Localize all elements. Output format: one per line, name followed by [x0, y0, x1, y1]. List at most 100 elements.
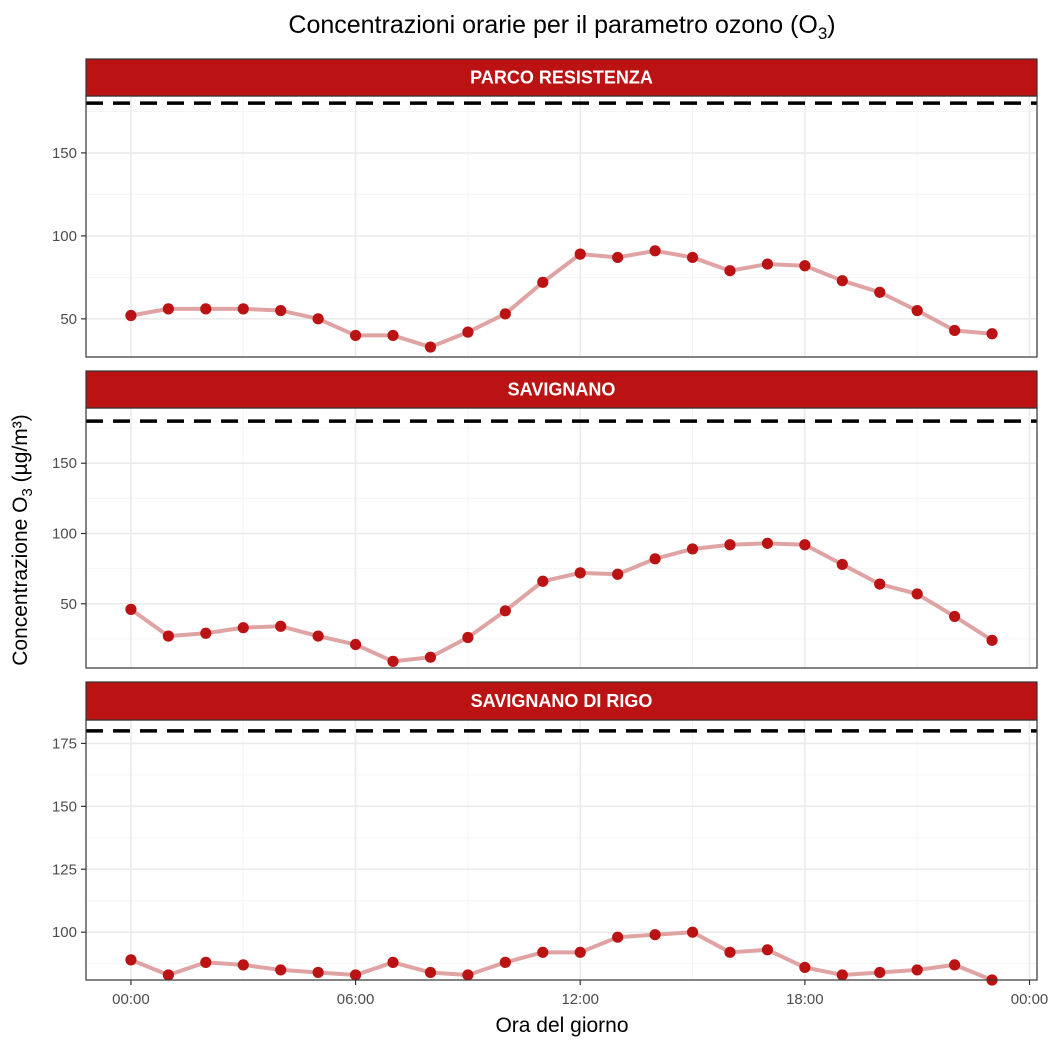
data-point [537, 276, 549, 288]
data-point [836, 969, 848, 981]
data-point [686, 926, 699, 938]
facet-panel: 50 100 150 SAVIGNANO [52, 370, 1038, 669]
data-point [949, 324, 961, 337]
facet-panel: 100 125 150 175 SAVIGNANO DI RIGO 00:00 06:00 1… [52, 681, 1049, 1008]
y-tick-label: 50 [60, 311, 77, 328]
data-point [200, 627, 212, 639]
data-point [462, 631, 474, 644]
data-point [874, 578, 886, 590]
facet-strip [85, 370, 1038, 409]
y-tick-label: 50 [60, 596, 77, 613]
y-axis-label-end: (µg/m³) [9, 414, 32, 488]
data-point [125, 954, 137, 966]
data-point [387, 956, 399, 968]
data-point [761, 944, 774, 956]
data-point [799, 260, 811, 272]
facet-panel: 50 100 150 PARCO RESISTENZA [52, 58, 1038, 358]
y-tick-label: 100 [52, 526, 77, 543]
data-point [349, 638, 362, 651]
data-point [424, 341, 437, 353]
y-tick-label: 175 [52, 735, 77, 752]
panel-background [86, 96, 1037, 357]
x-tick-label: 06:00 [337, 991, 375, 1008]
data-point [724, 265, 736, 277]
data-point [387, 655, 399, 667]
data-point [200, 303, 212, 315]
data-point [462, 326, 474, 338]
series-line [128, 541, 995, 664]
data-point [237, 303, 249, 315]
y-tick-label: 150 [52, 145, 77, 162]
data-point [949, 959, 961, 971]
data-point [499, 956, 511, 968]
y-axis-label-main: Concentrazione O [9, 497, 32, 666]
y-tick-label: 100 [52, 924, 77, 941]
data-point [312, 966, 324, 979]
data-point [349, 969, 362, 981]
chart-title-subscript: 3 [818, 24, 827, 43]
data-point [424, 966, 437, 979]
data-point [312, 630, 324, 642]
data-point [162, 303, 174, 315]
data-point [312, 313, 324, 325]
data-point [574, 248, 586, 260]
data-point [125, 603, 137, 615]
chart-title-end: ) [827, 11, 835, 39]
data-point [986, 634, 998, 646]
data-point [911, 304, 923, 317]
data-point [162, 969, 174, 981]
y-tick-label: 150 [52, 455, 77, 472]
data-point [686, 543, 699, 555]
facet-strip-label: SAVIGNANO [508, 380, 616, 400]
data-point [574, 567, 586, 579]
data-point [574, 946, 586, 958]
facet-panels: 50 100 150 PARCO RESISTENZA 50 100 150 SAVIGNAN… [52, 58, 1049, 1008]
data-point [761, 537, 774, 549]
data-point [612, 568, 624, 580]
data-point [499, 605, 511, 617]
facet-strip-label: SAVIGNANO DI RIGO [471, 691, 653, 711]
data-point [799, 961, 811, 974]
y-axis-label: Concentrazione O3 (µg/m³) [9, 414, 36, 666]
data-point [275, 620, 287, 632]
data-point [649, 553, 661, 565]
y-tick-label: 100 [52, 228, 77, 245]
data-point [612, 931, 624, 943]
panel-background [86, 720, 1037, 980]
data-point [874, 286, 886, 298]
facet-strip [85, 681, 1038, 721]
data-point [724, 539, 736, 551]
data-point [724, 946, 736, 958]
data-point [537, 575, 549, 587]
data-point [799, 539, 811, 551]
facet-strip-label: PARCO RESISTENZA [470, 68, 653, 88]
data-point [836, 275, 848, 287]
y-tick-label: 150 [52, 798, 77, 815]
series-line [128, 930, 995, 982]
data-point [125, 309, 137, 322]
facet-strip [85, 58, 1038, 97]
data-point [200, 956, 212, 968]
x-tick-label: 00:00 [1011, 991, 1049, 1008]
x-tick-label: 18:00 [786, 991, 824, 1008]
data-point [761, 258, 774, 270]
data-point [986, 328, 998, 340]
y-tick-label: 125 [52, 861, 77, 878]
x-tick-label: 12:00 [561, 991, 599, 1008]
data-point [537, 946, 549, 958]
data-point [237, 622, 249, 634]
data-point [612, 251, 624, 264]
data-point [836, 558, 848, 571]
data-point [424, 651, 437, 663]
data-point [462, 969, 474, 981]
data-point [911, 964, 923, 976]
data-point [275, 964, 287, 976]
data-point [949, 610, 961, 623]
data-point [349, 329, 362, 342]
x-axis-label: Ora del giorno [495, 1014, 628, 1037]
data-point [686, 251, 699, 264]
chart-title-main: Concentrazioni orarie per il parametro o… [288, 11, 817, 39]
data-point [649, 929, 661, 941]
